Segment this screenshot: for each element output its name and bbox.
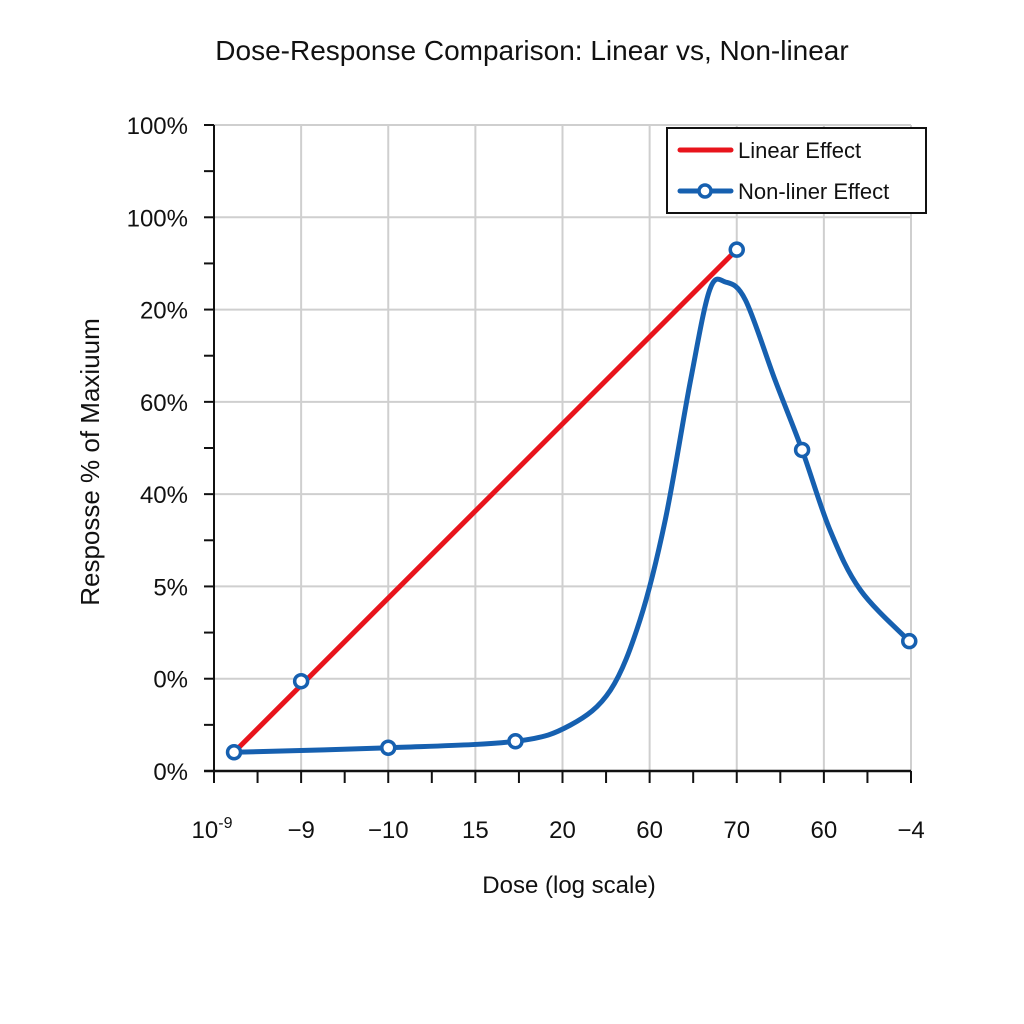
legend-label-nonlinear: Non-liner Effect [738,179,889,204]
x-tick-label: 20 [549,817,576,844]
tick-labels: 10-9 −9 −10 15 20 60 70 60 −4 0% 0% 5% 40% 60% 20% 100%… [127,113,925,844]
x-tick-label: 60 [811,817,838,844]
data-point-marker [728,241,745,258]
y-tick-label: 0% [153,667,188,694]
x-tick-label: −10 [368,817,409,844]
data-point-marker [793,441,811,459]
axes [204,124,912,783]
legend: Linear Effect Non-liner Effect [666,127,927,214]
x-tick-label: 60 [636,817,663,844]
data-point-marker [507,733,524,750]
y-tick-label: 5% [153,574,188,601]
legend-marker-nonlinear [697,183,713,199]
x-tick-label: 70 [723,817,750,844]
y-axis-label: Resposse % of Maxiuum [75,318,105,606]
data-point-marker [225,744,243,761]
data-point-marker [292,672,310,690]
data-point-marker [380,739,397,756]
y-tick-label: 100% [127,113,188,140]
series-layer [225,241,918,761]
x-tick-label: −9 [287,817,314,844]
y-tick-label: 40% [140,482,188,509]
legend-label-linear: Linear Effect [738,138,861,163]
x-axis-label: Dose (log scale) [482,872,655,899]
grid [214,124,912,771]
data-point-marker [901,632,918,650]
y-tick-label: 100% [127,205,188,232]
series-line-nonlinear [231,276,912,755]
chart-title: Dose-Response Comparison: Linear vs, Non… [215,35,848,66]
y-tick-label: 60% [140,390,188,417]
x-tick-exponent: -9 [218,815,232,832]
legend-box [666,127,927,214]
y-tick-label: 20% [140,298,188,325]
series-line-linear [231,247,740,755]
x-tick-label: −4 [897,817,924,844]
x-tick-label: 15 [462,817,489,844]
y-tick-label: 0% [153,759,188,786]
x-tick-label: 10-9 [192,815,233,844]
